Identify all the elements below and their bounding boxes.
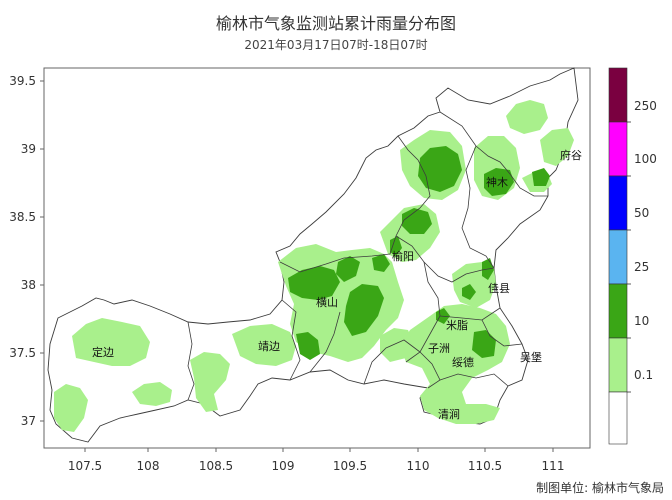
place-label: 佳县 [488,281,510,295]
legend-label: 0.1 [634,368,653,382]
map-title: 榆林市气象监测站累计雨量分布图 [215,14,456,33]
y-tick-label: 38.5 [9,210,36,224]
place-label: 吴堡 [520,350,542,364]
place-label: 横山 [316,295,338,309]
x-tick-label: 108 [137,459,160,473]
legend-swatch [608,337,628,393]
rain-patches-dark [288,146,550,360]
legend-label: 10 [634,314,649,328]
x-tick-label: 110.5 [468,459,502,473]
legend-swatch [608,121,628,177]
legend-swatch [608,391,628,445]
x-axis: 107.5 108 108.5 109 109.5 110 110.5 111 [68,448,565,473]
place-label: 神木 [486,175,508,189]
credit-text: 制图单位: 榆林市气象局 [536,481,664,495]
x-tick-label: 109.5 [333,459,367,473]
legend-swatch [608,229,628,285]
legend: 250 100 50 25 10 0.1 [608,67,657,445]
place-label: 府谷 [560,148,582,162]
y-tick-label: 39.5 [9,74,36,88]
x-tick-label: 110 [407,459,430,473]
place-label: 定边 [92,345,114,359]
place-label: 靖边 [258,340,280,353]
x-tick-label: 111 [542,459,565,473]
place-label: 米脂 [446,318,468,332]
legend-swatch [608,67,628,123]
place-label: 子洲 [428,342,450,355]
legend-label: 250 [634,99,657,113]
y-tick-label: 37 [21,414,36,428]
county-boundaries [187,111,548,401]
map-subtitle: 2021年03月17日07时-18日07时 [244,38,428,52]
y-tick-label: 38 [21,278,36,292]
x-tick-label: 108.5 [199,459,233,473]
legend-label: 50 [634,206,649,220]
legend-swatch [608,283,628,339]
legend-label: 100 [634,152,657,166]
y-tick-label: 39 [21,142,36,156]
place-label: 绥德 [452,355,474,369]
x-tick-label: 109 [272,459,295,473]
place-labels: 府谷 神木 榆阳 佳县 横山 米脂 定边 靖边 子洲 绥德 吴堡 清涧 [92,148,582,421]
place-label: 榆阳 [392,249,414,263]
x-tick-label: 107.5 [68,459,102,473]
y-tick-label: 37.5 [9,346,36,360]
legend-swatch [608,175,628,231]
place-label: 清涧 [438,408,460,421]
y-axis: 39.5 39 38.5 38 37.5 37 [9,74,44,428]
legend-label: 25 [634,260,649,274]
